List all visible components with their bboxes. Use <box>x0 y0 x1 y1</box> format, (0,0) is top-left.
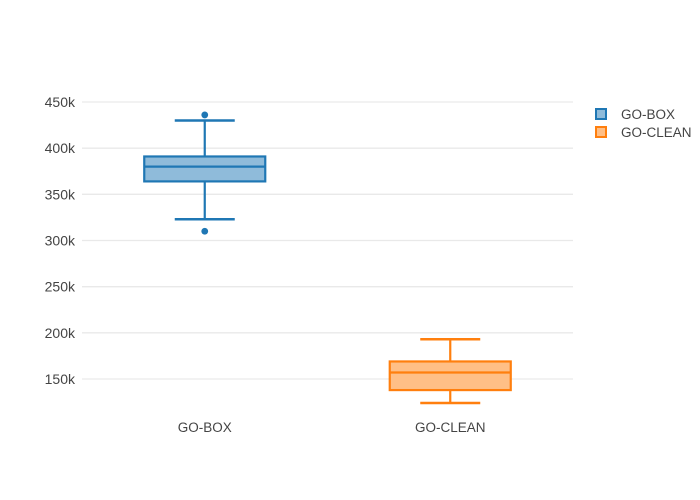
box-trace-go-box[interactable] <box>143 111 267 235</box>
legend-label: GO-CLEAN <box>621 124 692 140</box>
y-tick-label: 350k <box>45 186 76 202</box>
legend-swatch-icon <box>595 108 607 120</box>
y-tick-label: 200k <box>45 325 76 341</box>
y-tick-label: 400k <box>45 140 76 156</box>
legend: GO-BOX GO-CLEAN <box>595 105 692 141</box>
y-tick-label: 450k <box>45 94 76 110</box>
legend-item-go-clean[interactable]: GO-CLEAN <box>595 123 692 141</box>
x-category-label-go-box: GO-BOX <box>178 420 232 435</box>
x-category-label-go-clean: GO-CLEAN <box>415 420 486 435</box>
box-rect[interactable] <box>388 360 512 392</box>
y-tick-label: 150k <box>45 371 76 387</box>
y-tick-label: 250k <box>45 279 76 295</box>
y-tick-label: 300k <box>45 233 76 249</box>
box-rect[interactable] <box>143 155 267 183</box>
outlier-point[interactable] <box>201 111 209 119</box>
legend-item-go-box[interactable]: GO-BOX <box>595 105 692 123</box>
legend-swatch-icon <box>595 126 607 138</box>
outlier-point[interactable] <box>201 227 209 235</box>
legend-label: GO-BOX <box>621 106 676 122</box>
box-trace-go-clean[interactable] <box>388 338 512 405</box>
